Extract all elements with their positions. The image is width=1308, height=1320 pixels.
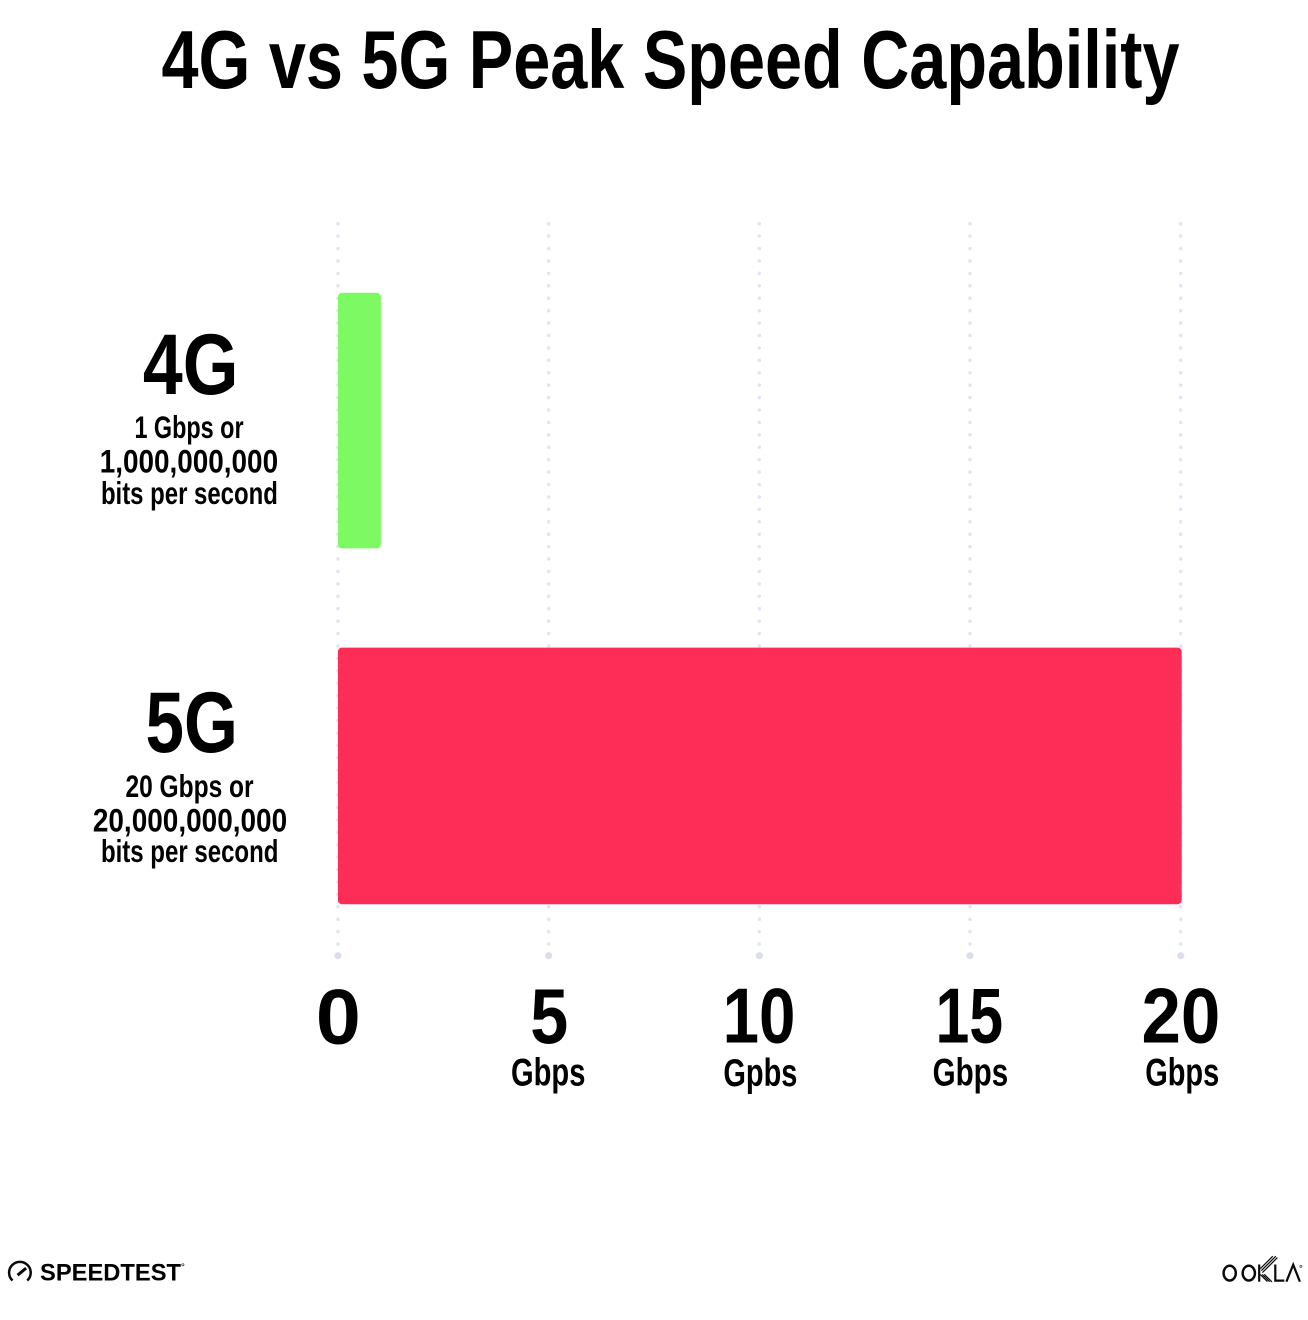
svg-text:20: 20	[1141, 971, 1220, 1059]
svg-text:15: 15	[935, 972, 1003, 1060]
svg-text:1,000,000,000: 1,000,000,000	[100, 444, 278, 480]
svg-text:Gbps: Gbps	[511, 1052, 585, 1095]
svg-text:1 Gbps or: 1 Gbps or	[134, 410, 243, 445]
svg-text:10: 10	[723, 971, 796, 1059]
svg-text:bits per second: bits per second	[101, 476, 278, 511]
svg-text:20 Gbps or: 20 Gbps or	[125, 769, 253, 804]
svg-text:5G: 5G	[146, 675, 238, 771]
svg-text:0: 0	[316, 972, 361, 1060]
svg-text:SPEEDTEST: SPEEDTEST	[40, 1260, 181, 1287]
svg-text:bits per second: bits per second	[101, 834, 279, 869]
svg-text:4G vs 5G Peak Speed Capability: 4G vs 5G Peak Speed Capability	[162, 13, 1180, 106]
svg-text:5: 5	[530, 972, 568, 1060]
svg-text:Gbps: Gbps	[1145, 1052, 1219, 1095]
svg-text:4G: 4G	[143, 317, 239, 413]
svg-text:Gpbs: Gpbs	[723, 1052, 797, 1095]
svg-text:20,000,000,000: 20,000,000,000	[93, 803, 287, 839]
svg-text:Gbps: Gbps	[933, 1052, 1009, 1095]
